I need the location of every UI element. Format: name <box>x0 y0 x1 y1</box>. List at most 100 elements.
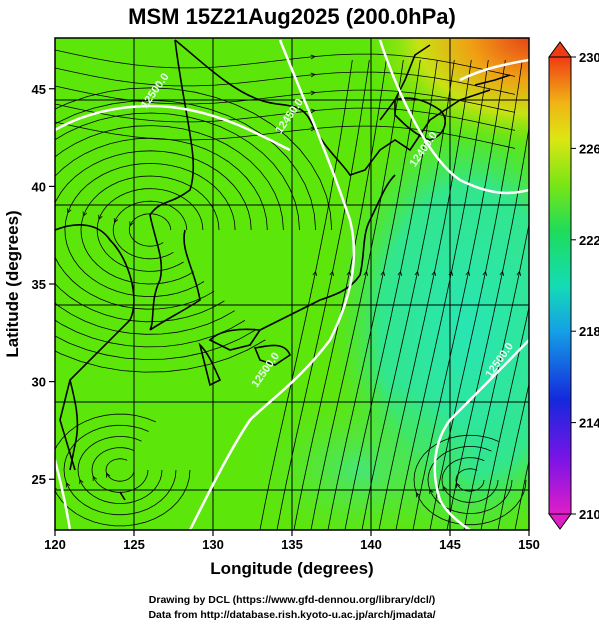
streamline-arrow <box>414 270 420 276</box>
colorbar-tick-label: 214 <box>579 416 599 431</box>
colorbar-ticks: 210 214 218 222 226 230 <box>571 50 599 522</box>
streamline <box>429 59 523 530</box>
x-tick-label: 140 <box>360 537 382 552</box>
streamline <box>497 382 529 530</box>
streamline-arrow <box>516 270 522 276</box>
streamline <box>105 458 135 482</box>
x-tick-label: 125 <box>123 537 145 552</box>
streamline <box>293 59 387 530</box>
streamline <box>96 188 204 272</box>
streamline-arrow <box>312 270 318 276</box>
streamline-arrow <box>65 482 71 488</box>
streamline-arrow <box>329 270 335 276</box>
x-tick-label: 135 <box>281 537 303 552</box>
y-axis-label: Latitude (degrees) <box>3 210 22 357</box>
contour-12400 <box>378 39 529 195</box>
x-tick-label: 145 <box>439 537 461 552</box>
streamline <box>55 49 516 77</box>
streamline <box>455 468 485 492</box>
streamline-arrow <box>67 208 72 214</box>
streamline-arrow <box>397 270 403 276</box>
colorbar-top-arrow <box>548 41 572 58</box>
colorbar-tick-label: 210 <box>579 507 599 522</box>
y-axis-ticks: 25 30 35 40 45 <box>32 82 55 487</box>
streamline-arrow <box>380 270 386 276</box>
streamline <box>412 59 506 530</box>
streamline <box>55 413 191 527</box>
contour-12500-north <box>55 104 291 152</box>
streamline-arrow <box>499 270 505 276</box>
streamline-arrow <box>346 270 352 276</box>
streamline <box>55 121 516 149</box>
streamline <box>63 424 177 516</box>
grid <box>55 38 529 530</box>
streamline-arrow <box>106 472 111 478</box>
streamline <box>276 59 370 530</box>
credit-data: Data from http://database.rish.kyoto-u.a… <box>148 609 435 621</box>
x-axis-ticks: 120 125 130 135 140 145 150 <box>44 530 540 552</box>
streamline <box>378 59 472 530</box>
warm-region-northeast <box>340 38 529 168</box>
streamline-arrow <box>442 485 447 491</box>
streamline <box>128 213 172 247</box>
streamline-arrow <box>431 270 437 276</box>
streamline <box>446 125 529 530</box>
streamline-arrow <box>415 492 421 498</box>
y-tick-label: 30 <box>32 375 46 390</box>
streamline <box>55 99 316 360</box>
streamline <box>480 305 529 530</box>
streamline-arrow <box>82 211 87 217</box>
y-tick-label: 45 <box>32 82 46 97</box>
streamline-arrow <box>363 270 369 276</box>
colorbar: 210 214 218 222 226 230 <box>548 41 599 530</box>
colorbar-tick-label: 222 <box>579 233 599 248</box>
streamline-arrow <box>465 270 471 276</box>
streamline-arrow <box>310 90 316 96</box>
streamline-arrow <box>113 218 119 224</box>
streamline <box>395 59 489 530</box>
streamline-arrow <box>5 195 9 199</box>
streamline <box>64 162 236 298</box>
colorbar-tick-label: 230 <box>579 50 599 65</box>
streamline <box>463 222 529 530</box>
streamline <box>55 112 300 348</box>
contour-west-low <box>55 459 72 530</box>
contour-12450 <box>188 39 356 530</box>
height-contours <box>55 39 529 530</box>
x-axis-label: Longitude (degrees) <box>210 559 373 578</box>
streamline-arrow <box>79 478 84 485</box>
streamline-arrow <box>534 272 538 276</box>
streamline <box>259 59 353 530</box>
streamline <box>112 200 188 260</box>
cool-region-south <box>240 380 480 530</box>
x-tick-label: 130 <box>202 537 224 552</box>
streamline-arrow <box>36 202 40 206</box>
credit-drawing: Drawing by DCL (https://www.gfd-dennou.o… <box>149 594 435 606</box>
coastlines <box>55 39 511 501</box>
streamline-arrow <box>92 475 97 481</box>
streamline <box>361 59 455 530</box>
streamline-arrow <box>98 214 103 221</box>
streamline-arrow <box>310 108 316 114</box>
colorbar-tick-label: 226 <box>579 141 599 156</box>
streamline <box>55 67 516 95</box>
colorbar-tick-label: 218 <box>579 324 599 339</box>
y-tick-label: 40 <box>32 179 46 194</box>
streamlines <box>5 49 538 530</box>
y-tick-label: 35 <box>32 277 46 292</box>
streamline <box>55 125 284 335</box>
colorbar-scale <box>548 56 572 515</box>
streamline-arrow <box>21 199 25 203</box>
streamline-arrow <box>129 221 134 227</box>
streamline <box>441 457 499 503</box>
streamline <box>77 436 163 504</box>
streamline <box>55 137 268 323</box>
streamline <box>310 59 404 530</box>
contour-12500-east <box>433 339 529 530</box>
streamline <box>55 87 333 373</box>
streamline-arrow <box>482 270 488 276</box>
streamline-arrow <box>456 482 461 488</box>
colorbar-bottom-arrow <box>548 513 572 530</box>
